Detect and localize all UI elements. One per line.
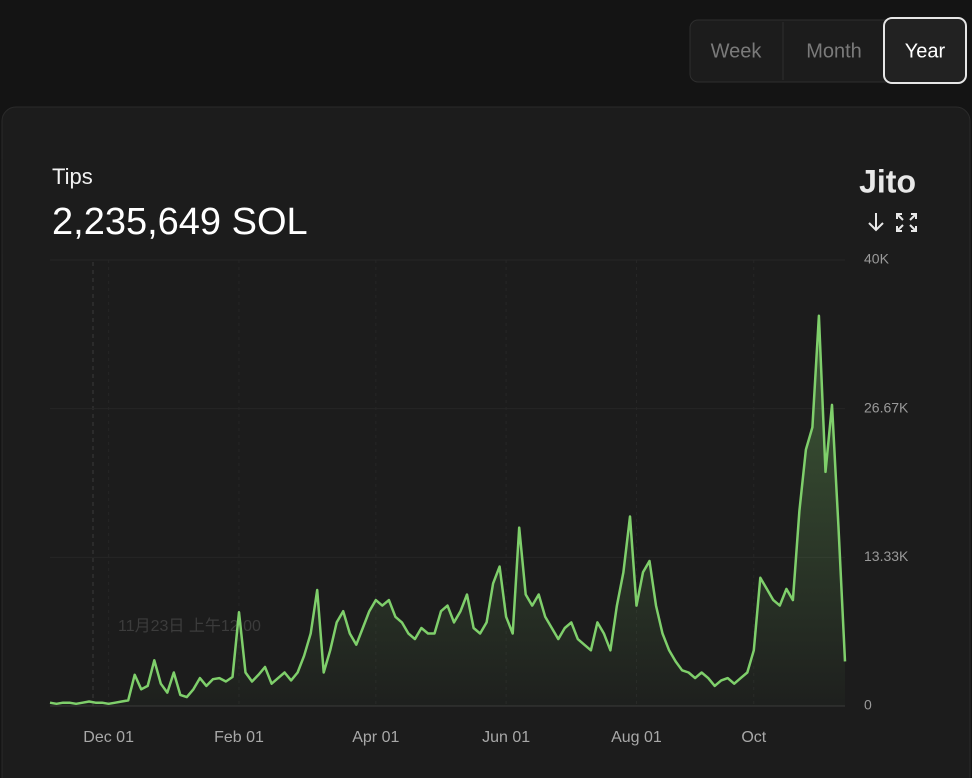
y-tick-label: 13.33K	[864, 548, 909, 564]
x-tick-label: Oct	[741, 729, 766, 746]
y-tick-label: 0	[864, 697, 872, 713]
total-value: 2,235,649 SOL	[52, 201, 308, 243]
range-button[interactable]: Year	[905, 40, 946, 62]
x-tick-label: Apr 01	[352, 729, 399, 746]
x-tick-label: Jun 01	[482, 729, 530, 746]
expand-icon[interactable]	[896, 213, 917, 232]
x-tick-label: Aug 01	[611, 729, 662, 746]
brand-logo: Jito	[859, 163, 916, 199]
download-icon[interactable]	[868, 213, 884, 232]
range-button[interactable]: Month	[806, 40, 862, 62]
y-tick-label: 40K	[864, 251, 890, 267]
range-button[interactable]: Week	[711, 40, 763, 62]
area	[50, 315, 845, 706]
x-tick-label: Dec 01	[83, 729, 134, 746]
y-tick-label: 26.67K	[864, 399, 909, 415]
chart-title: Tips	[52, 164, 93, 189]
range-selected[interactable]	[883, 17, 967, 84]
line	[49, 314, 847, 706]
tooltip-date: 11月23日 上午12:00	[118, 617, 261, 635]
card	[1, 106, 971, 778]
x-tick-label: Feb 01	[214, 729, 264, 746]
